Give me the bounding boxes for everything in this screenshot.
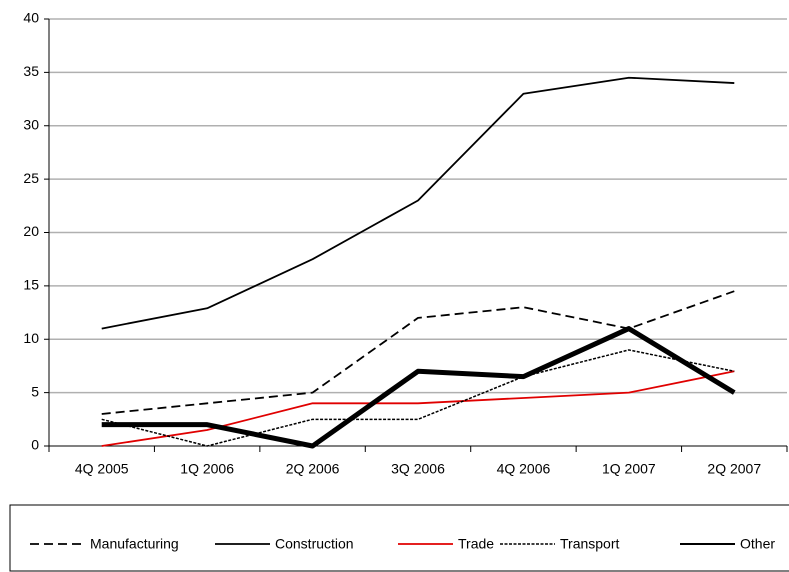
y-tick-label: 15 (23, 277, 39, 293)
legend-label: Transport (560, 536, 620, 552)
x-tick-label: 1Q 2007 (602, 461, 656, 477)
series-line (101, 76, 735, 330)
legend-label: Other (740, 536, 775, 552)
x-tick-label: 2Q 2007 (707, 461, 761, 477)
y-tick-label: 30 (23, 116, 39, 132)
x-tick-label: 4Q 2005 (75, 461, 129, 477)
x-tick-label: 1Q 2006 (180, 461, 234, 477)
legend-label: Manufacturing (90, 536, 179, 552)
y-tick-label: 10 (23, 330, 39, 346)
y-tick-label: 40 (23, 10, 39, 26)
y-tick-label: 35 (23, 63, 39, 79)
y-tick-label: 5 (31, 383, 39, 399)
series-line (101, 349, 735, 447)
legend-label: Trade (458, 536, 494, 552)
y-tick-label: 0 (31, 437, 39, 453)
legend-box (9, 504, 789, 572)
series-line (101, 370, 735, 447)
legend-label: Construction (275, 536, 354, 552)
x-tick-label: 3Q 2006 (391, 461, 445, 477)
y-tick-label: 20 (23, 223, 39, 239)
y-tick-label: 25 (23, 170, 39, 186)
x-tick-label: 4Q 2006 (497, 461, 551, 477)
x-tick-label: 2Q 2006 (286, 461, 340, 477)
series-line (101, 326, 736, 449)
